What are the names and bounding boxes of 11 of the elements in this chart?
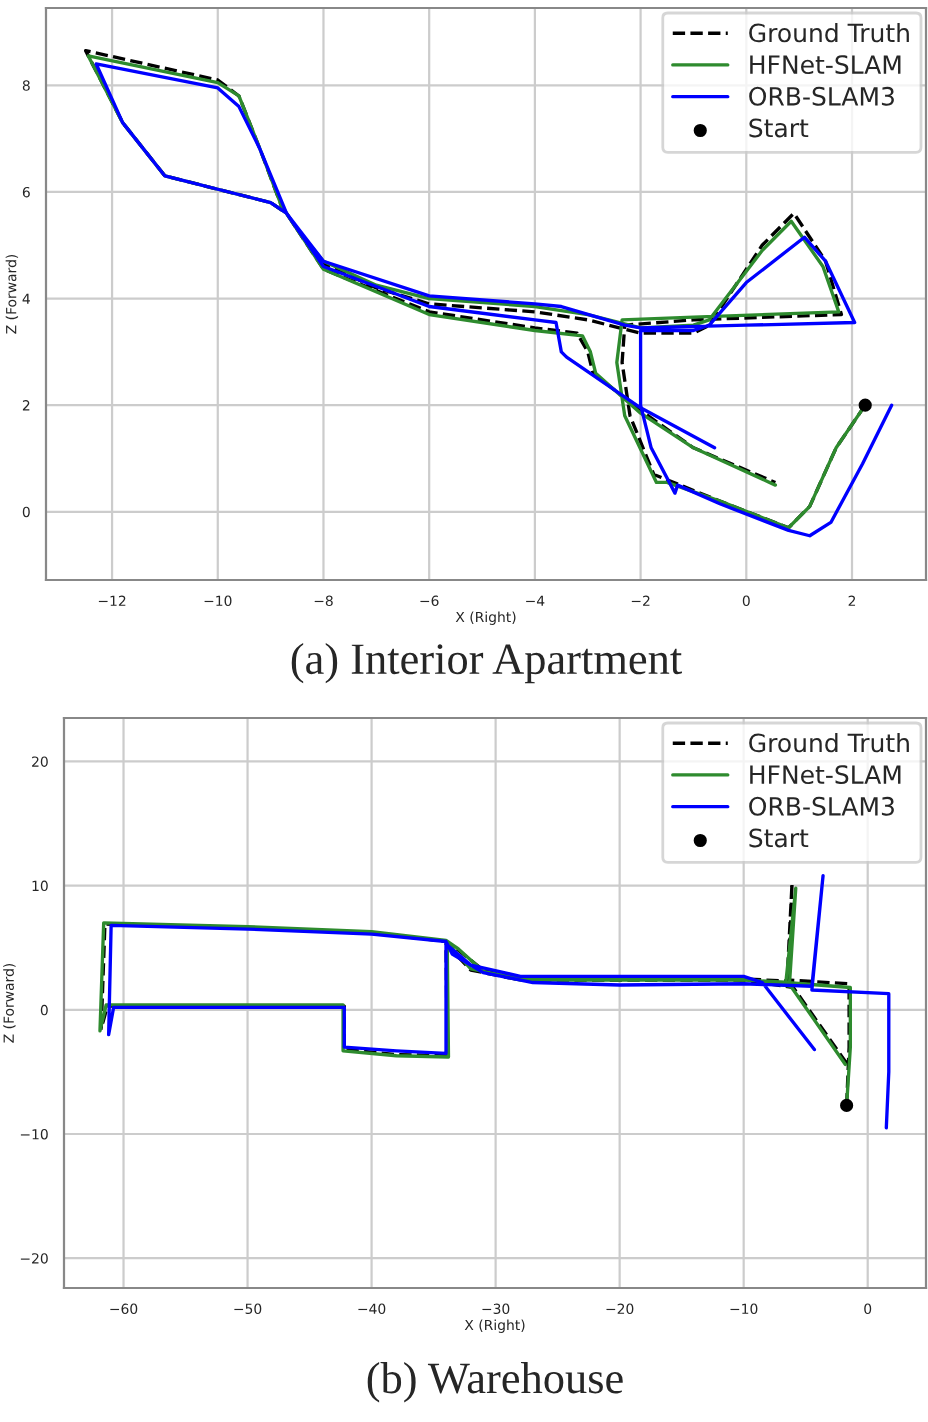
legend-label: ORB-SLAM3 — [749, 796, 894, 816]
text: (b) Warehouse — [367, 1362, 623, 1403]
line-series — [106, 874, 891, 1130]
legend-label: Ground Truth — [749, 733, 909, 753]
legend-label: Start — [749, 828, 809, 848]
legend-label: Start — [749, 118, 809, 138]
legend-label: HFNet-SLAM — [750, 55, 901, 75]
legend-label: HFNet-SLAM — [750, 765, 901, 785]
legend-label: Ground Truth — [749, 23, 909, 43]
legend-label: ORB-SLAM3 — [749, 86, 894, 106]
text: (a) Interior Apartment — [291, 642, 682, 684]
